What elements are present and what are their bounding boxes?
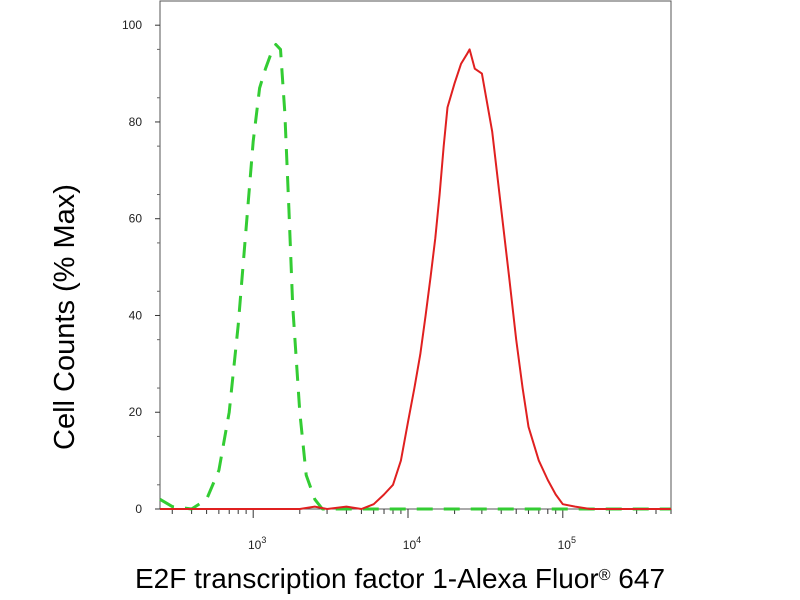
x-tick-label: 105 xyxy=(558,535,576,552)
x-axis-title-main: E2F transcription factor 1-Alexa Fluor xyxy=(135,563,599,594)
y-axis: 0 20 40 60 80 100 xyxy=(122,18,160,516)
control-histogram-line xyxy=(159,43,671,511)
x-axis: 103 104 105 xyxy=(171,509,672,552)
plot-area xyxy=(159,0,672,510)
y-tick-label: 0 xyxy=(135,502,142,516)
y-tick-label: 80 xyxy=(129,115,143,129)
y-tick-label: 60 xyxy=(129,212,143,226)
x-tick-label: 104 xyxy=(403,535,421,552)
y-axis-title: Cell Counts (% Max) xyxy=(49,184,81,450)
y-tick-label: 100 xyxy=(122,18,142,32)
y-tick-label: 40 xyxy=(129,308,143,322)
y-tick-label: 20 xyxy=(129,405,143,419)
x-axis-title-superscript: ® xyxy=(599,567,611,584)
x-axis-title: E2F transcription factor 1-Alexa Fluor® … xyxy=(135,563,665,594)
x-tick-label: 103 xyxy=(248,535,266,552)
sample-histogram-line xyxy=(160,48,671,510)
x-axis-title-suffix: 647 xyxy=(611,563,666,594)
series-layer xyxy=(159,43,671,511)
